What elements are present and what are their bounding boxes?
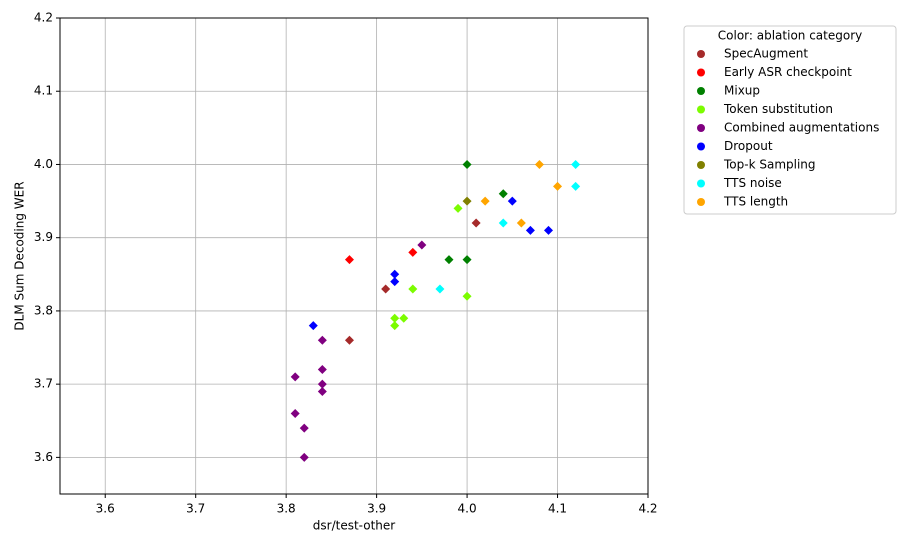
point [299,423,309,433]
point [399,313,409,323]
y-tick-label: 3.7 [34,377,53,391]
legend-marker [697,124,705,132]
y-tick-label: 3.6 [34,450,53,464]
legend-marker [697,68,705,77]
x-axis-label: dsr/test-other [313,519,395,533]
legend-marker [697,105,705,114]
legend-label: Top-k Sampling [723,158,816,172]
point [317,386,327,396]
legend-marker [697,198,705,206]
y-tick-label: 3.8 [34,303,53,317]
point [462,255,472,265]
legend-label: Early ASR checkpoint [724,65,852,79]
point [299,452,309,462]
point [290,408,300,418]
legend-label: Dropout [724,139,773,153]
y-tick-label: 4.0 [34,157,53,171]
point [525,225,535,235]
x-tick-label: 3.6 [96,502,115,516]
point [408,284,418,294]
point [390,321,400,331]
legend-marker [697,179,705,188]
legend-label: TTS noise [723,176,782,190]
point [290,372,300,382]
legend-label: Token substitution [723,102,833,116]
legend-label: Mixup [724,84,760,98]
point [435,284,445,294]
y-axis-label: DLM Sum Decoding WER [13,181,27,330]
point [534,159,544,169]
point [507,196,517,206]
point [453,203,463,213]
legend-box [683,25,897,215]
point [417,240,427,250]
legend-label: TTS length [723,195,788,209]
legend-marker [697,161,705,169]
point [480,196,490,206]
point [444,255,454,265]
y-tick-label: 3.9 [34,230,53,244]
legend-label: SpecAugment [724,47,808,61]
point [390,313,400,323]
point [462,196,472,206]
point [498,189,508,199]
plot-frame [59,17,649,495]
point [462,159,472,169]
y-tick-label: 4.1 [34,84,53,98]
x-tick-label: 3.7 [186,502,205,516]
legend-marker [697,87,705,95]
point [381,284,391,294]
x-tick-label: 3.9 [367,502,386,516]
point [317,379,327,389]
point [308,321,318,331]
legend-title: Color: ablation category [718,29,862,43]
point [498,218,508,228]
point [571,181,581,191]
point [543,225,553,235]
point [317,335,327,345]
x-tick-label: 4.1 [548,502,567,516]
x-tick-label: 3.8 [277,502,296,516]
point [571,159,581,169]
point [462,291,472,301]
point [344,335,354,345]
point [390,277,400,287]
point [390,269,400,279]
y-tick-label: 4.2 [34,11,53,25]
point [516,218,526,228]
point [344,255,354,265]
point [471,218,481,228]
legend-marker [697,142,705,151]
point [553,181,563,191]
legend-label: Combined augmentations [724,121,879,135]
x-tick-label: 4.0 [458,502,477,516]
point [317,365,327,375]
point [408,247,418,257]
x-tick-label: 4.2 [638,502,657,516]
legend-marker [697,50,705,58]
